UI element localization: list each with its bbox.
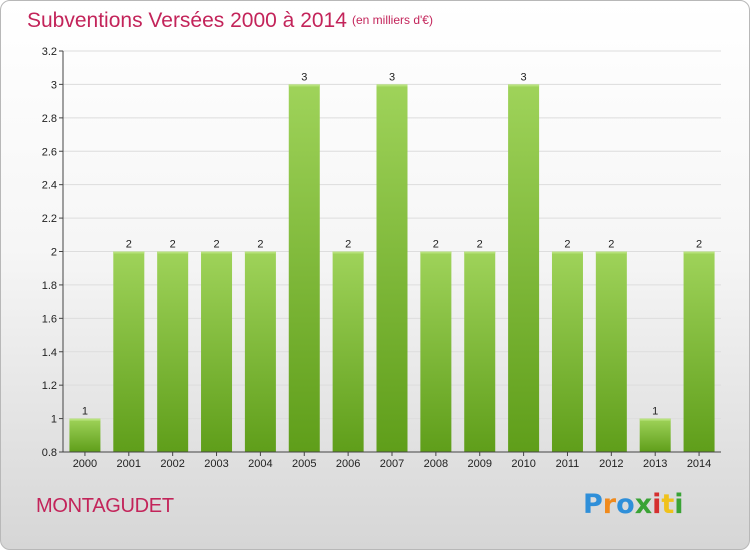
- bars: [69, 84, 715, 453]
- y-tick-label: 2.2: [42, 213, 57, 225]
- data-label: 2: [477, 239, 483, 251]
- bar: [157, 251, 189, 452]
- y-tick-label: 1.2: [42, 380, 57, 392]
- bar: [551, 251, 583, 452]
- bar-highlight: [201, 251, 233, 254]
- logo-letter: t: [661, 489, 675, 520]
- bar: [508, 84, 540, 453]
- bar-highlight: [420, 251, 452, 254]
- axes: [59, 50, 721, 456]
- bar-highlight: [288, 84, 320, 87]
- logo-letter: o: [616, 489, 635, 520]
- data-label: 2: [564, 239, 570, 251]
- y-tick-label: 3.2: [42, 46, 57, 58]
- y-tick-label: 1: [51, 414, 57, 426]
- data-label: 3: [301, 71, 307, 83]
- data-label: 2: [345, 239, 351, 251]
- commune-name: MONTAGUDET: [36, 495, 174, 517]
- bar: [244, 251, 276, 452]
- y-tick-label: 0.8: [42, 447, 57, 459]
- data-label: 2: [213, 239, 219, 251]
- x-tick-label: 2003: [204, 458, 228, 470]
- x-tick-label: 2006: [336, 458, 360, 470]
- x-tick-label: 2014: [687, 458, 711, 470]
- bar: [420, 251, 452, 452]
- data-label: 2: [170, 239, 176, 251]
- bar-highlight: [683, 251, 715, 254]
- bar-highlight: [376, 84, 408, 87]
- data-label: 3: [389, 71, 395, 83]
- x-tick-label: 2000: [73, 458, 97, 470]
- bar-highlight: [551, 251, 583, 254]
- bar-highlight: [508, 84, 540, 87]
- y-tick-label: 1.4: [42, 347, 57, 359]
- bar: [683, 251, 715, 452]
- bar: [595, 251, 627, 452]
- bar-highlight: [464, 251, 496, 254]
- data-label: 2: [126, 239, 132, 251]
- x-tick-label: 2012: [599, 458, 623, 470]
- data-label: 2: [608, 239, 614, 251]
- y-tick-label: 2.4: [42, 180, 57, 192]
- bar: [113, 251, 145, 452]
- x-tick-label: 2010: [511, 458, 535, 470]
- bar-highlight: [332, 251, 364, 254]
- bar: [69, 418, 101, 452]
- logo-letter: i: [674, 489, 684, 520]
- bar: [376, 84, 408, 453]
- proxiti-logo: Proxiti: [583, 489, 684, 520]
- y-tick-label: 3: [51, 79, 57, 91]
- bar-highlight: [244, 251, 276, 254]
- chart-subtitle: (en milliers d'€): [352, 13, 433, 27]
- x-tick-label: 2002: [160, 458, 184, 470]
- y-tick-label: 2: [51, 247, 57, 259]
- x-tick-label: 2001: [117, 458, 141, 470]
- x-tick-label: 2011: [556, 458, 580, 470]
- logo-letter: i: [652, 489, 662, 520]
- labels: 0.8 1 1.2 1.4 1.6 1.8 2 2.2 2.4 2.6 2.8 3 3.2 1 2000 2 2…: [42, 46, 712, 470]
- data-label: 2: [696, 239, 702, 251]
- x-tick-label: 2013: [643, 458, 667, 470]
- data-label: 3: [521, 71, 527, 83]
- y-tick-label: 2.6: [42, 146, 57, 158]
- data-label: 2: [257, 239, 263, 251]
- bar: [288, 84, 320, 453]
- chart-title: Subventions Versées 2000 à 2014: [27, 9, 347, 32]
- x-tick-label: 2008: [424, 458, 448, 470]
- x-tick-label: 2009: [467, 458, 491, 470]
- y-tick-label: 1.8: [42, 280, 57, 292]
- bar: [464, 251, 496, 452]
- bar: [332, 251, 364, 452]
- bar: [201, 251, 233, 452]
- data-label: 1: [82, 406, 88, 418]
- data-label: 2: [433, 239, 439, 251]
- bar-highlight: [157, 251, 189, 254]
- bar-highlight: [639, 418, 671, 421]
- logo-letter: P: [583, 489, 603, 520]
- y-tick-label: 2.8: [42, 113, 57, 125]
- logo-letter: r: [602, 489, 617, 520]
- bar-highlight: [595, 251, 627, 254]
- bar: [639, 418, 671, 452]
- x-tick-label: 2007: [380, 458, 404, 470]
- bar-highlight: [113, 251, 145, 254]
- bar-highlight: [69, 418, 101, 421]
- y-tick-label: 1.6: [42, 313, 57, 325]
- x-tick-label: 2004: [248, 458, 272, 470]
- x-tick-label: 2005: [292, 458, 316, 470]
- logo-letter: x: [634, 489, 653, 520]
- data-label: 1: [652, 406, 658, 418]
